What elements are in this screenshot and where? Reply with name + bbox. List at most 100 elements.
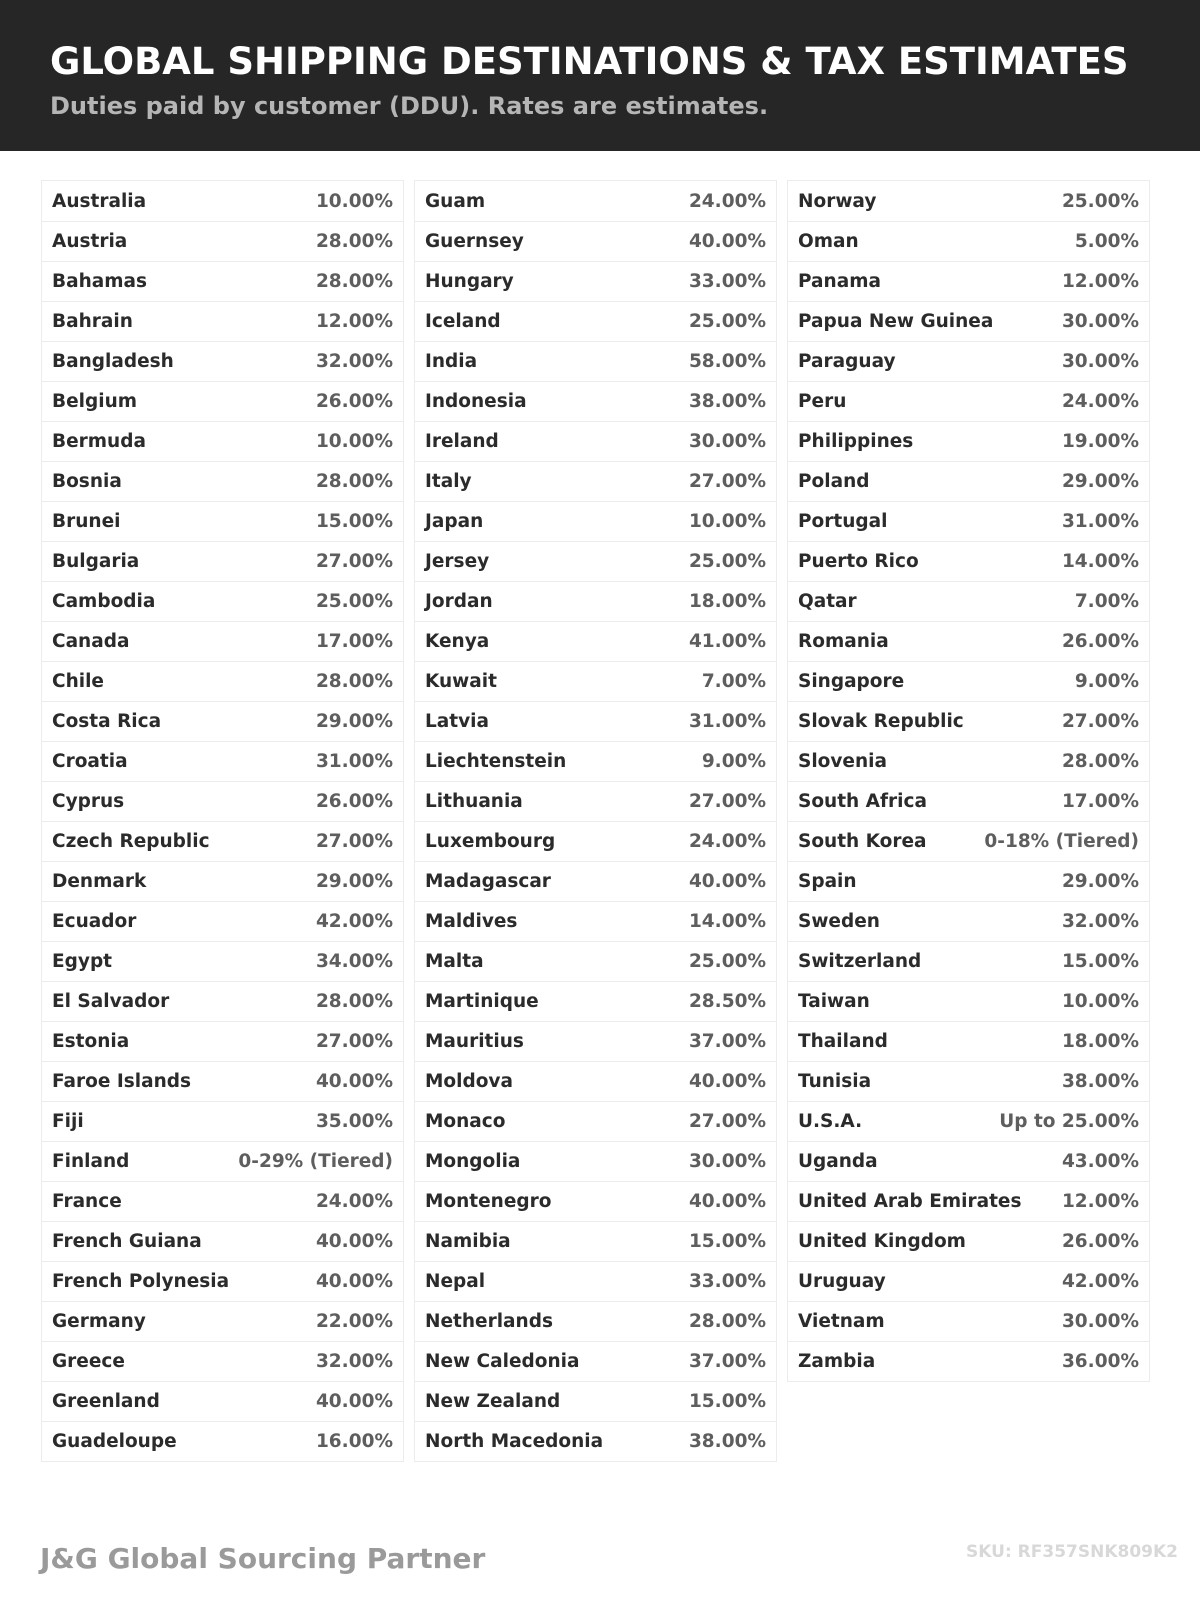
tax-rate: 25.00% bbox=[688, 951, 766, 972]
table-row: Greece 32.00% bbox=[42, 1341, 403, 1381]
tax-rate: 40.00% bbox=[315, 1071, 393, 1092]
table-row: Guadeloupe 16.00% bbox=[42, 1421, 403, 1461]
table-row: Panama 12.00% bbox=[788, 261, 1149, 301]
country-name: Madagascar bbox=[425, 871, 551, 892]
tax-rate: 10.00% bbox=[1061, 991, 1139, 1012]
tax-rate: 14.00% bbox=[1061, 551, 1139, 572]
country-name: Maldives bbox=[425, 911, 518, 932]
tax-rate: 27.00% bbox=[688, 791, 766, 812]
tax-rate: 34.00% bbox=[315, 951, 393, 972]
tax-rate: 24.00% bbox=[315, 1191, 393, 1212]
table-row: Mongolia 30.00% bbox=[415, 1141, 776, 1181]
table-row: Martinique 28.50% bbox=[415, 981, 776, 1021]
table-row: Denmark 29.00% bbox=[42, 861, 403, 901]
table-row: Brunei 15.00% bbox=[42, 501, 403, 541]
tax-rate: 28.50% bbox=[688, 991, 766, 1012]
tax-rate: 24.00% bbox=[1061, 391, 1139, 412]
country-name: Bermuda bbox=[52, 431, 146, 452]
country-name: Kuwait bbox=[425, 671, 497, 692]
tax-rate: 31.00% bbox=[688, 711, 766, 732]
table-row: Vietnam 30.00% bbox=[788, 1301, 1149, 1341]
country-name: Czech Republic bbox=[52, 831, 210, 852]
country-name: Belgium bbox=[52, 391, 138, 412]
country-name: South Korea bbox=[798, 831, 927, 852]
table-row: Monaco 27.00% bbox=[415, 1101, 776, 1141]
table-row: Romania 26.00% bbox=[788, 621, 1149, 661]
tax-rate: 30.00% bbox=[1061, 1311, 1139, 1332]
country-name: Thailand bbox=[798, 1031, 888, 1052]
country-name: North Macedonia bbox=[425, 1431, 604, 1452]
table-row: Cyprus 26.00% bbox=[42, 781, 403, 821]
country-name: United Kingdom bbox=[798, 1231, 966, 1252]
tax-rate: 18.00% bbox=[1061, 1031, 1139, 1052]
tax-rate: 38.00% bbox=[688, 391, 766, 412]
country-name: Mongolia bbox=[425, 1151, 521, 1172]
table-row: South Korea 0-18% (Tiered) bbox=[788, 821, 1149, 861]
table-row: Estonia 27.00% bbox=[42, 1021, 403, 1061]
country-name: Vietnam bbox=[798, 1311, 885, 1332]
country-name: Croatia bbox=[52, 751, 128, 772]
table-row: Faroe Islands 40.00% bbox=[42, 1061, 403, 1101]
country-name: Bosnia bbox=[52, 471, 122, 492]
country-name: Monaco bbox=[425, 1111, 506, 1132]
table-row: Czech Republic 27.00% bbox=[42, 821, 403, 861]
country-name: Zambia bbox=[798, 1351, 876, 1372]
country-name: Latvia bbox=[425, 711, 490, 732]
table-row: Belgium 26.00% bbox=[42, 381, 403, 421]
country-name: Kenya bbox=[425, 631, 490, 652]
country-name: Jordan bbox=[425, 591, 493, 612]
country-name: New Caledonia bbox=[425, 1351, 580, 1372]
table-row: India 58.00% bbox=[415, 341, 776, 381]
tax-rate: 58.00% bbox=[688, 351, 766, 372]
table-row: Paraguay 30.00% bbox=[788, 341, 1149, 381]
country-name: Namibia bbox=[425, 1231, 511, 1252]
country-name: Bulgaria bbox=[52, 551, 140, 572]
country-name: France bbox=[52, 1191, 122, 1212]
table-row: France 24.00% bbox=[42, 1181, 403, 1221]
country-name: Uruguay bbox=[798, 1271, 886, 1292]
country-name: Slovak Republic bbox=[798, 711, 964, 732]
table-row: United Kingdom 26.00% bbox=[788, 1221, 1149, 1261]
country-name: Spain bbox=[798, 871, 857, 892]
country-name: Greenland bbox=[52, 1391, 160, 1412]
country-name: Brunei bbox=[52, 511, 121, 532]
tax-rate: 30.00% bbox=[688, 431, 766, 452]
tax-rate: 32.00% bbox=[315, 351, 393, 372]
table-row: Thailand 18.00% bbox=[788, 1021, 1149, 1061]
tax-rate: 16.00% bbox=[315, 1431, 393, 1452]
table-row: Chile 28.00% bbox=[42, 661, 403, 701]
tax-rate: 10.00% bbox=[688, 511, 766, 532]
table-row: Bosnia 28.00% bbox=[42, 461, 403, 501]
table-row: Bahrain 12.00% bbox=[42, 301, 403, 341]
tax-rate: 12.00% bbox=[1061, 1191, 1139, 1212]
table-row: Guernsey 40.00% bbox=[415, 221, 776, 261]
country-name: Faroe Islands bbox=[52, 1071, 192, 1092]
table-row: Peru 24.00% bbox=[788, 381, 1149, 421]
tax-rate: 25.00% bbox=[688, 311, 766, 332]
country-name: Bahamas bbox=[52, 271, 148, 292]
country-name: Romania bbox=[798, 631, 889, 652]
table-row: Ecuador 42.00% bbox=[42, 901, 403, 941]
country-name: Montenegro bbox=[425, 1191, 552, 1212]
tax-rate: 40.00% bbox=[688, 1071, 766, 1092]
country-name: Sweden bbox=[798, 911, 880, 932]
country-name: Puerto Rico bbox=[798, 551, 919, 572]
tax-rate: 10.00% bbox=[315, 190, 393, 212]
table-row: Lithuania 27.00% bbox=[415, 781, 776, 821]
table-row: Latvia 31.00% bbox=[415, 701, 776, 741]
tax-rate: 25.00% bbox=[688, 551, 766, 572]
country-name: Poland bbox=[798, 471, 870, 492]
tax-rate: 17.00% bbox=[1061, 791, 1139, 812]
tax-rate: 9.00% bbox=[701, 751, 766, 772]
country-name: Paraguay bbox=[798, 351, 896, 372]
tax-rate: 0-29% (Tiered) bbox=[238, 1151, 393, 1172]
tax-rate: 30.00% bbox=[1061, 311, 1139, 332]
tax-rate: 0-18% (Tiered) bbox=[984, 831, 1139, 852]
table-row: Oman 5.00% bbox=[788, 221, 1149, 261]
tax-rate: 40.00% bbox=[688, 871, 766, 892]
country-name: Nepal bbox=[425, 1271, 486, 1292]
country-name: Papua New Guinea bbox=[798, 311, 994, 332]
table-row: Croatia 31.00% bbox=[42, 741, 403, 781]
rates-table-column-2: Guam 24.00% Guernsey 40.00% Hungary 33.00% Ice… bbox=[414, 180, 777, 1462]
tax-rate: 28.00% bbox=[315, 671, 393, 692]
